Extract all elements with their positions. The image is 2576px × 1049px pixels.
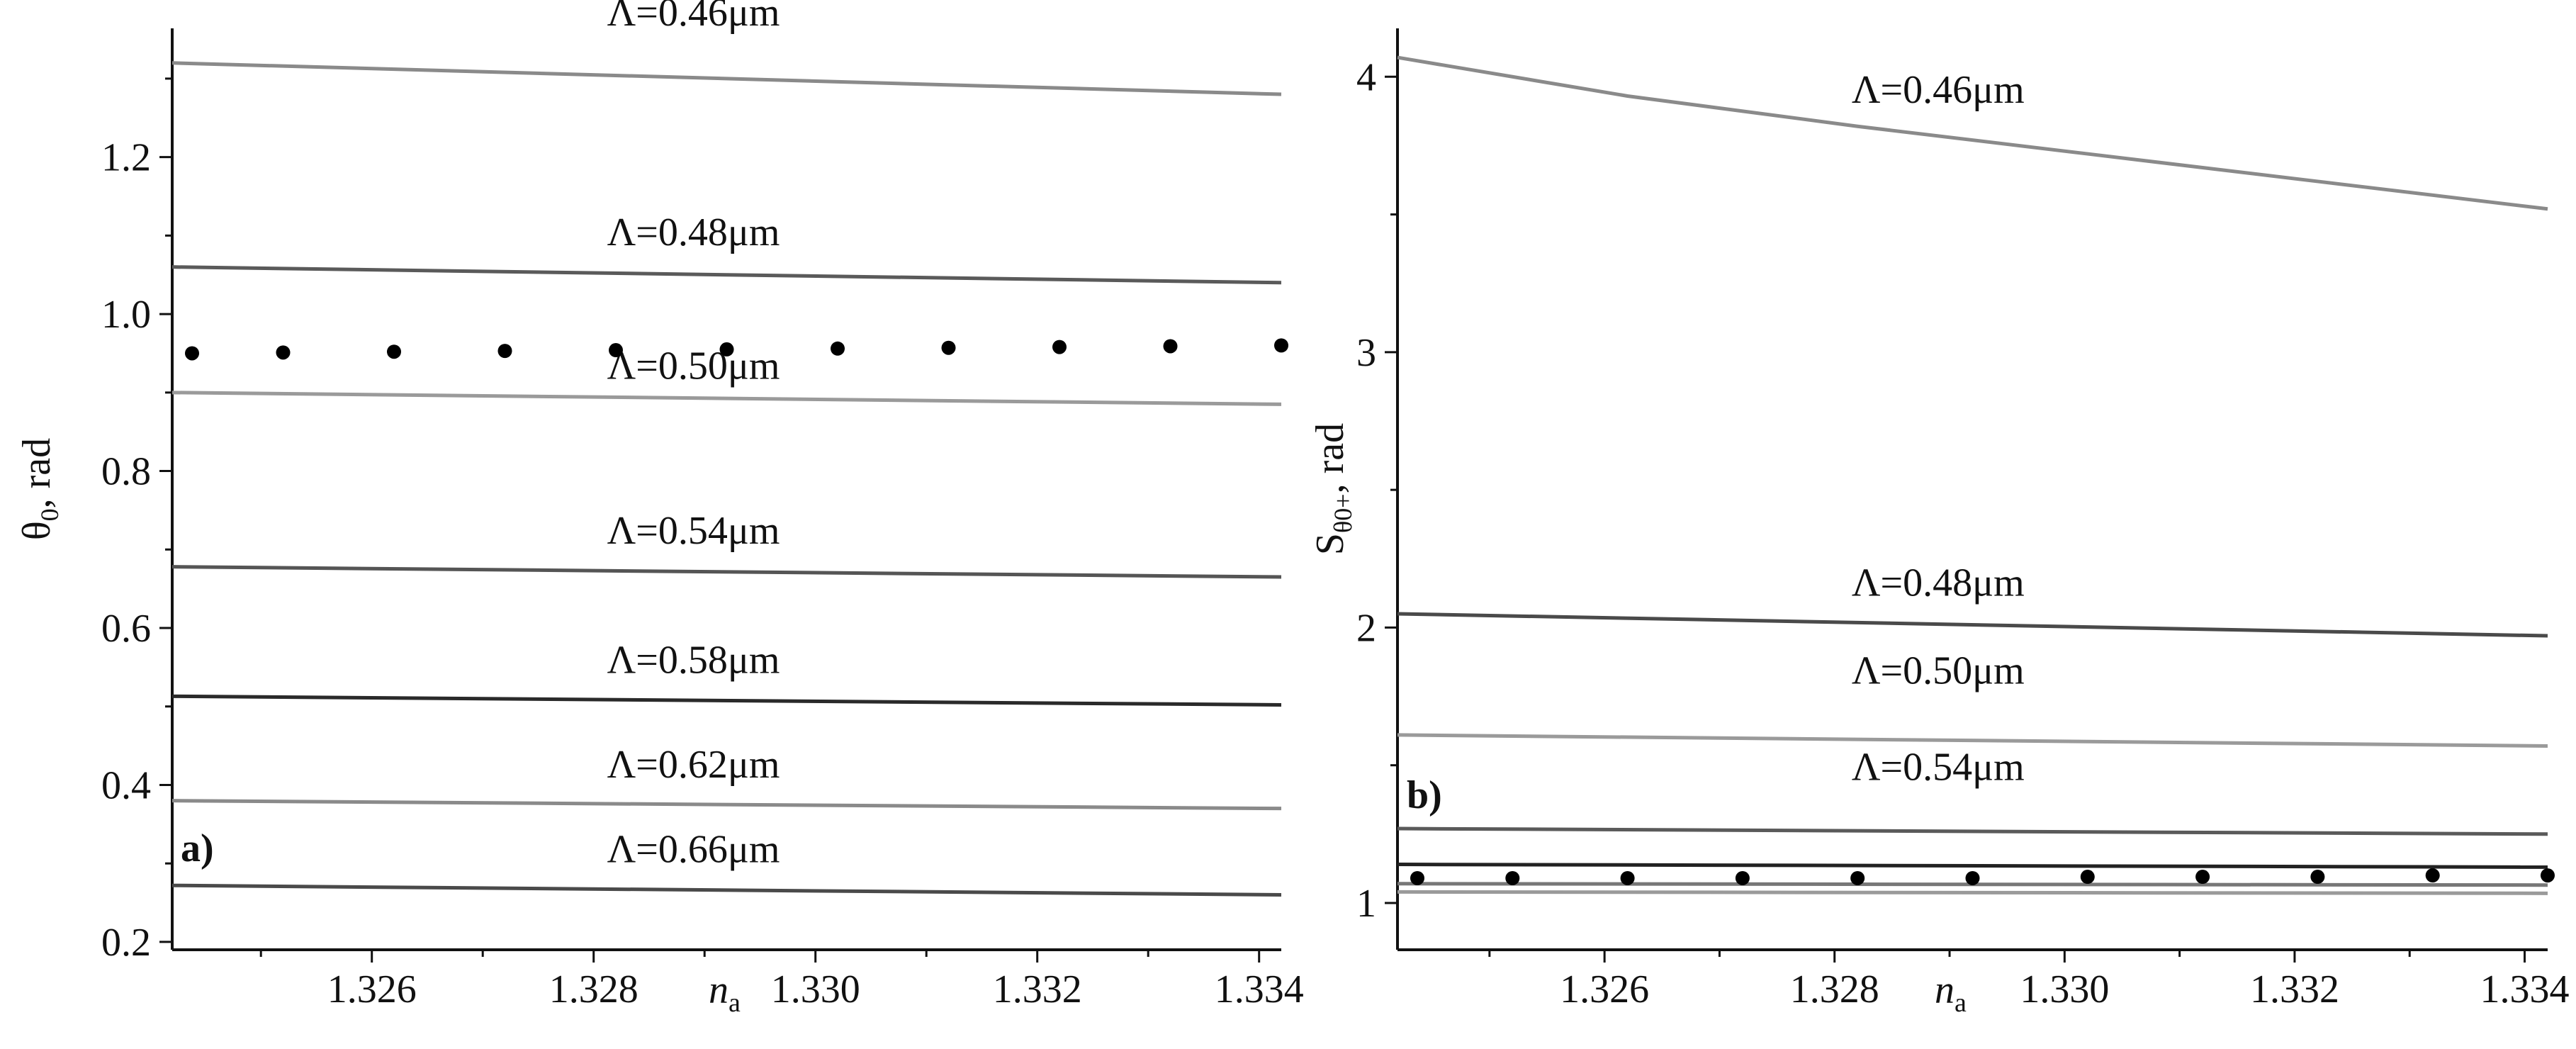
data-point <box>1505 870 1520 885</box>
y-tick-label: 0.2 <box>101 921 151 965</box>
series-label: Λ=0.62μm <box>607 743 780 787</box>
series-label: Λ=0.46μm <box>607 0 780 35</box>
data-point <box>1735 870 1750 885</box>
data-point <box>2425 868 2440 883</box>
data-point <box>497 344 512 359</box>
x-tick-label: 1.330 <box>2020 967 2109 1011</box>
series-line-5 <box>1397 863 2548 869</box>
data-point <box>831 341 845 356</box>
series-line-4 <box>171 565 1282 579</box>
y-tick-label: 0.6 <box>101 607 151 651</box>
series-label: Λ=0.46μm <box>1852 68 2025 112</box>
series-line-1 <box>171 61 1282 96</box>
y-tick-label: 2 <box>1356 606 1376 650</box>
data-point <box>2310 870 2325 885</box>
series-label: Λ=0.58μm <box>607 639 780 683</box>
data-point <box>1274 338 1288 353</box>
series-label: Λ=0.54μm <box>1852 746 2025 790</box>
x-tick-label: 1.334 <box>2480 967 2570 1011</box>
data-point <box>1052 340 1067 354</box>
data-point <box>1850 870 1865 885</box>
y-tick-label: 4 <box>1356 55 1376 99</box>
series-label: Λ=0.48μm <box>1852 561 2025 605</box>
series-line-7 <box>171 883 1282 897</box>
series-line-5 <box>171 694 1282 707</box>
series-label: Λ=0.48μm <box>607 211 780 254</box>
series-line-3 <box>171 391 1282 406</box>
data-point <box>941 340 956 355</box>
data-point <box>185 346 199 361</box>
y-tick-label: 1.0 <box>101 293 151 337</box>
x-tick-label: 1.328 <box>549 967 639 1011</box>
data-point <box>1163 339 1178 354</box>
data-point <box>1410 870 1424 885</box>
series-label: Λ=0.54μm <box>607 509 780 553</box>
data-point <box>276 345 291 360</box>
panel-a-plot: 1.326 1.328 1.330 1.332 1.334 0.2 0.4 0.6 0.8 1.0… <box>15 0 1304 1018</box>
y-tick-label: 0.8 <box>101 450 151 494</box>
series-line-4 <box>1397 826 2548 836</box>
panel-tag: a) <box>181 826 214 870</box>
y-tick-label: 3 <box>1356 331 1376 375</box>
data-point <box>1965 870 1980 885</box>
data-point <box>1620 870 1635 885</box>
series-line-1 <box>1397 55 2548 211</box>
data-point <box>2080 870 2095 885</box>
x-axis-title: na <box>1935 968 1967 1018</box>
series-line-3 <box>1397 733 2548 748</box>
series-label: Λ=0.66μm <box>607 827 780 871</box>
data-point <box>2541 868 2555 883</box>
y-tick-label: 0.4 <box>101 763 151 807</box>
y-axis-title: Sθ0+, rad <box>1308 423 1357 555</box>
data-point <box>719 342 734 357</box>
x-tick-label: 1.328 <box>1790 967 1879 1011</box>
series-label: Λ=0.50μm <box>607 344 780 388</box>
x-tick-label: 1.330 <box>771 967 860 1011</box>
series-line-7 <box>1397 890 2548 895</box>
y-tick-label: 1 <box>1356 882 1376 926</box>
y-axis-title: θ0, rad <box>15 438 64 540</box>
series-line-2 <box>1397 612 2548 638</box>
panel-b-plot: 1.326 1.328 1.330 1.332 1.334 1 2 3 4 Λ=0.46μm Λ=0… <box>1308 28 2570 1018</box>
series-line-6 <box>171 799 1282 811</box>
y-tick-label: 1.2 <box>101 136 151 180</box>
x-tick-label: 1.334 <box>1215 967 1304 1011</box>
data-point <box>387 344 401 359</box>
x-axis-title: na <box>709 968 741 1018</box>
series-label: Λ=0.50μm <box>1852 649 2025 693</box>
x-tick-label: 1.332 <box>2250 967 2339 1011</box>
series-line-2 <box>171 265 1282 285</box>
data-point <box>609 343 623 358</box>
panel-tag: b) <box>1407 773 1442 817</box>
x-tick-label: 1.332 <box>993 967 1082 1011</box>
data-point <box>2195 870 2210 885</box>
x-tick-label: 1.326 <box>327 967 417 1011</box>
x-tick-label: 1.326 <box>1560 967 1649 1011</box>
